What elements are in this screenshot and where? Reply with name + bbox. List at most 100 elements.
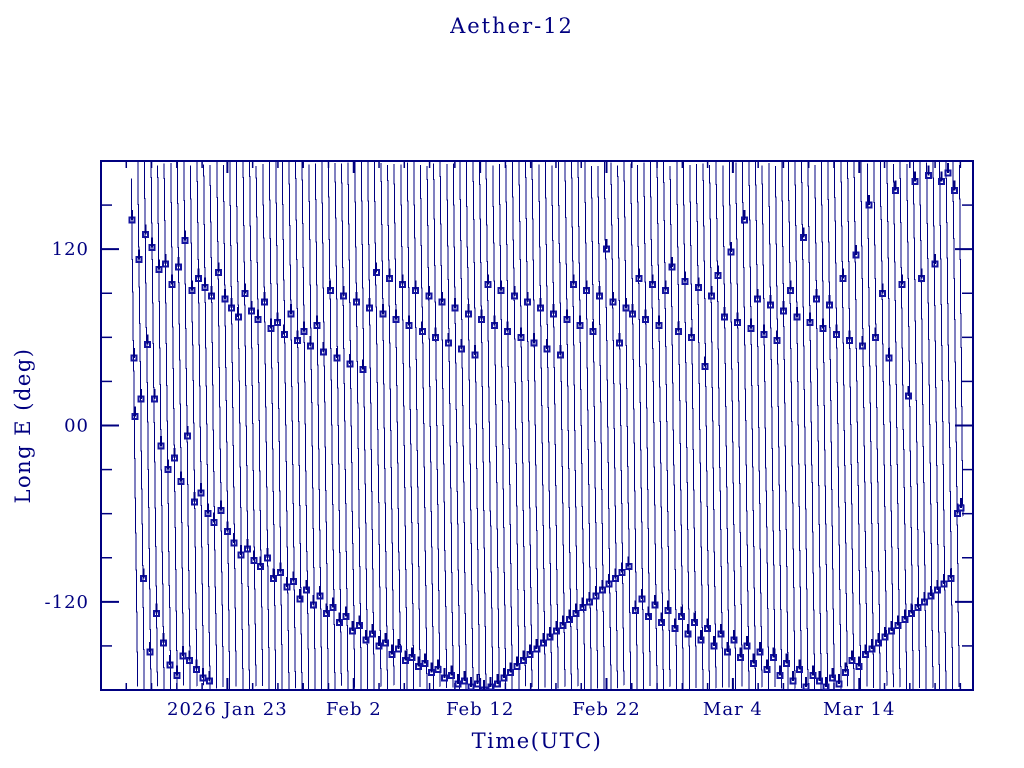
pass-trace — [235, 161, 244, 690]
pass-trace — [360, 161, 369, 690]
pass-trace — [163, 163, 172, 690]
pass-trace — [203, 164, 211, 690]
pass-trace — [873, 161, 881, 690]
pass-trace — [906, 163, 914, 690]
pass-trace — [459, 161, 467, 690]
pass-trace — [807, 161, 816, 690]
pass-trace — [295, 161, 303, 690]
pass-trace — [584, 161, 592, 690]
pass-trace — [308, 164, 316, 690]
pass-trace — [728, 161, 737, 690]
page-title: Aether-12 — [450, 14, 574, 38]
pass-trace — [196, 161, 204, 686]
pass-trace — [610, 162, 618, 689]
pass-trace — [781, 161, 789, 690]
pass-trace — [893, 164, 901, 688]
pass-trace — [814, 164, 822, 690]
pass-trace — [840, 161, 848, 687]
pass-trace — [676, 161, 684, 690]
pass-trace — [551, 165, 559, 689]
pass-trace — [939, 161, 947, 690]
pass-trace — [952, 161, 960, 688]
pass-trace — [709, 165, 717, 689]
pass-trace — [511, 161, 520, 690]
pass-trace — [170, 162, 178, 687]
pass-trace — [209, 164, 218, 689]
pass-trace — [735, 162, 743, 687]
pass-trace — [538, 164, 546, 688]
pass-trace — [932, 161, 940, 690]
pass-trace — [216, 161, 224, 688]
pass-trace — [347, 162, 356, 688]
x-tick-label: 2026 Jan 23 — [167, 699, 288, 720]
x-axis-title: Time(UTC) — [472, 729, 603, 753]
pass-trace — [334, 162, 342, 686]
pass-trace — [544, 161, 553, 690]
pass-trace — [255, 166, 264, 686]
pass-trace — [439, 161, 448, 689]
y-tick-label: -120 — [45, 592, 89, 613]
pass-trace — [446, 164, 454, 688]
pass-trace — [222, 165, 231, 690]
pass-trace — [275, 161, 283, 690]
pass-trace — [268, 161, 277, 690]
pass-trace — [400, 164, 408, 690]
pass-trace — [761, 165, 770, 690]
pass-trace — [866, 163, 875, 688]
y-minor-ticks — [101, 204, 973, 647]
pass-trace — [879, 162, 888, 687]
pass-trace — [925, 162, 934, 688]
pass-trace — [820, 161, 829, 690]
pass-trace — [531, 161, 540, 689]
pass-trace — [682, 161, 691, 690]
pass-trace — [387, 164, 395, 686]
pass-trace — [853, 161, 862, 690]
pass-trace — [288, 161, 296, 689]
x-tick-label: Feb 2 — [326, 699, 382, 720]
pass-trace — [768, 163, 776, 688]
pass-trace — [597, 166, 605, 690]
pass-trace — [321, 161, 329, 690]
pass-trace — [617, 165, 625, 686]
pass-trace — [623, 161, 632, 690]
pass-trace — [643, 162, 651, 687]
pass-trace — [452, 163, 461, 690]
pass-trace — [479, 161, 487, 689]
pass-trace — [327, 162, 336, 690]
pass-trace — [505, 164, 513, 690]
pass-trace — [249, 161, 257, 687]
pass-trace — [945, 161, 954, 690]
pass-trace — [603, 161, 612, 690]
pass-trace — [557, 161, 566, 687]
pass-trace — [899, 161, 908, 690]
pass-trace — [564, 161, 572, 690]
pass-trace — [689, 164, 697, 688]
pass-trace — [801, 161, 809, 688]
pass-trace — [715, 161, 724, 688]
x-tick-label: Mar 14 — [823, 699, 895, 720]
pass-trace — [525, 161, 533, 688]
pass-trace — [498, 163, 507, 686]
pass-trace — [465, 161, 474, 690]
x-tick-label: Feb 22 — [572, 699, 640, 720]
pass-trace — [426, 166, 434, 690]
pass-trace — [413, 161, 421, 688]
pass-trace — [189, 165, 198, 687]
pass-trace — [262, 163, 270, 690]
pass-trace — [419, 165, 428, 690]
y-tick-label: 120 — [52, 239, 89, 260]
pass-trace — [183, 161, 191, 690]
y-axis-title: Long E (deg) — [11, 348, 35, 504]
pass-trace — [354, 161, 362, 690]
pass-trace — [847, 161, 855, 690]
pass-trace — [886, 161, 894, 688]
pass-trace — [636, 165, 645, 690]
pass-trace — [472, 161, 480, 690]
pass-trace — [755, 161, 763, 688]
pass-trace — [590, 165, 599, 689]
pass-trace — [314, 163, 323, 690]
x-major-ticks: 2026 Jan 23 Feb 2 Feb 12 Feb 22 Mar 4 Mar 14 — [167, 161, 895, 720]
pass-trace — [406, 162, 415, 690]
x-tick-label: Feb 12 — [446, 699, 514, 720]
